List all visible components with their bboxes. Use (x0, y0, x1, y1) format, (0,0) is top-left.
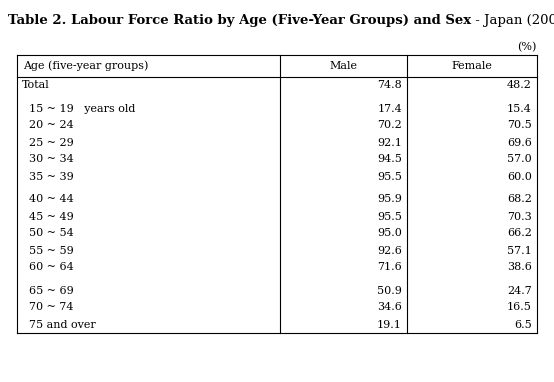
Text: Male: Male (329, 61, 357, 71)
Text: 71.6: 71.6 (377, 262, 402, 272)
Text: 92.6: 92.6 (377, 246, 402, 256)
Text: 6.5: 6.5 (514, 319, 532, 330)
Text: Table 2. Labour Force Ratio by Age (Five-Year Groups) and Sex: Table 2. Labour Force Ratio by Age (Five… (8, 14, 471, 27)
Text: 30 ~ 34: 30 ~ 34 (22, 154, 74, 165)
Text: 70.3: 70.3 (507, 212, 532, 222)
Text: - Japan (2000): - Japan (2000) (471, 14, 554, 27)
Text: 35 ~ 39: 35 ~ 39 (22, 172, 74, 181)
Text: 74.8: 74.8 (377, 81, 402, 91)
Text: 38.6: 38.6 (507, 262, 532, 272)
Text: 19.1: 19.1 (377, 319, 402, 330)
Text: 50 ~ 54: 50 ~ 54 (22, 228, 74, 238)
Text: 17.4: 17.4 (377, 104, 402, 113)
Text: 60.0: 60.0 (507, 172, 532, 181)
Text: 95.5: 95.5 (377, 212, 402, 222)
Text: 57.1: 57.1 (507, 246, 532, 256)
Text: 60 ~ 64: 60 ~ 64 (22, 262, 74, 272)
Text: 16.5: 16.5 (507, 303, 532, 312)
Text: 40 ~ 44: 40 ~ 44 (22, 194, 74, 204)
Text: 57.0: 57.0 (507, 154, 532, 165)
Text: 95.5: 95.5 (377, 172, 402, 181)
Text: 95.9: 95.9 (377, 194, 402, 204)
Text: Age (five-year groups): Age (five-year groups) (23, 61, 148, 71)
Text: 48.2: 48.2 (507, 81, 532, 91)
Text: 75 and over: 75 and over (22, 319, 96, 330)
Text: 94.5: 94.5 (377, 154, 402, 165)
Text: Total: Total (22, 81, 50, 91)
Text: 69.6: 69.6 (507, 138, 532, 147)
Text: Female: Female (452, 61, 493, 71)
Text: 34.6: 34.6 (377, 303, 402, 312)
Text: 25 ~ 29: 25 ~ 29 (22, 138, 74, 147)
Text: 70 ~ 74: 70 ~ 74 (22, 303, 74, 312)
Text: 92.1: 92.1 (377, 138, 402, 147)
Text: 65 ~ 69: 65 ~ 69 (22, 285, 74, 296)
Text: 45 ~ 49: 45 ~ 49 (22, 212, 74, 222)
Text: 70.5: 70.5 (507, 120, 532, 131)
Text: 66.2: 66.2 (507, 228, 532, 238)
Text: 15 ~ 19   years old: 15 ~ 19 years old (22, 104, 135, 113)
Text: 68.2: 68.2 (507, 194, 532, 204)
Text: 55 ~ 59: 55 ~ 59 (22, 246, 74, 256)
Text: (%): (%) (517, 42, 537, 52)
Text: 24.7: 24.7 (507, 285, 532, 296)
Text: 95.0: 95.0 (377, 228, 402, 238)
Text: 20 ~ 24: 20 ~ 24 (22, 120, 74, 131)
Text: 50.9: 50.9 (377, 285, 402, 296)
Text: 70.2: 70.2 (377, 120, 402, 131)
Text: 15.4: 15.4 (507, 104, 532, 113)
